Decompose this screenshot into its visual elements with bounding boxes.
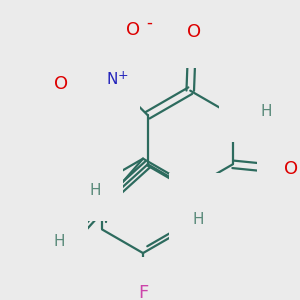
Text: O: O [125, 21, 140, 39]
Text: H: H [89, 183, 100, 198]
Text: O: O [54, 75, 68, 93]
Text: -: - [147, 14, 152, 32]
Text: H: H [260, 104, 272, 119]
Text: N: N [242, 104, 254, 119]
Text: N: N [106, 72, 118, 87]
Text: N: N [192, 196, 203, 211]
Text: O: O [284, 160, 298, 178]
Text: F: F [138, 284, 148, 300]
Text: H: H [53, 234, 65, 249]
Text: O: O [187, 23, 201, 41]
Text: +: + [118, 69, 128, 82]
Text: H: H [192, 212, 203, 226]
